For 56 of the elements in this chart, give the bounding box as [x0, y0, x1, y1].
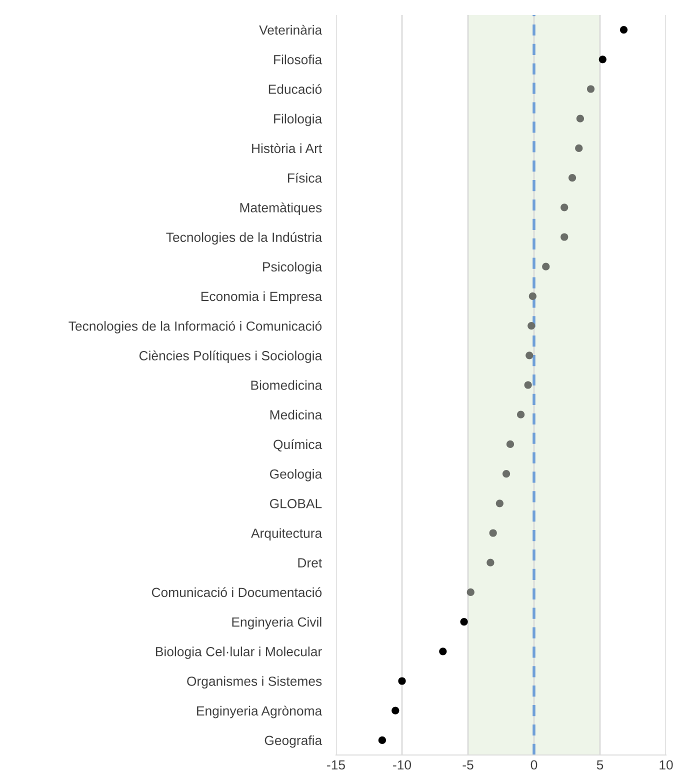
point — [398, 677, 406, 685]
point — [576, 114, 584, 122]
point — [439, 648, 447, 656]
y-tick-label: Comunicació i Documentació — [152, 587, 322, 598]
point — [568, 174, 576, 182]
y-tick-label: Medicina — [270, 410, 322, 420]
y-tick-label: Geologia — [270, 469, 322, 482]
y-tick-label: Organismes i Sistemes — [187, 676, 322, 689]
y-tick-label: GLOBAL — [270, 498, 322, 508]
y-tick-label: Educació — [268, 84, 322, 94]
x-tick-label: -10 — [393, 760, 412, 770]
point — [502, 470, 510, 478]
point — [542, 262, 550, 270]
point — [560, 204, 568, 212]
y-tick-label: Tecnologies de la Informació i Comunicació — [68, 320, 322, 334]
y-tick-label: Arquitectura — [251, 528, 322, 541]
y-tick-label: Geografia — [264, 735, 322, 748]
y-tick-label: Filologia — [274, 114, 322, 126]
point — [392, 706, 400, 714]
y-tick-label: Filosofia — [274, 54, 322, 64]
y-tick-label: Tecnologies de la Indústria — [166, 232, 322, 245]
y-tick-label: Física — [288, 172, 322, 183]
y-tick-label: Ciències Polítiques i Sociologia — [139, 350, 322, 363]
point — [489, 529, 497, 537]
point — [526, 352, 534, 360]
y-tick-label: Biologia Cel·lular i Molecular — [156, 646, 322, 659]
point — [516, 410, 525, 418]
y-tick-label: Enginyeria Agrònoma — [197, 706, 322, 718]
y-tick-label: Economia i Empresa — [201, 291, 322, 304]
point — [575, 144, 583, 152]
point — [378, 736, 386, 744]
y-tick-label: Biomedicina — [251, 380, 322, 390]
point — [560, 233, 568, 241]
x-tick-label: -5 — [462, 760, 474, 770]
y-tick-label: Psicologia — [263, 262, 322, 274]
y-tick-label: Història i Art — [252, 143, 322, 154]
point — [620, 26, 628, 34]
point — [528, 292, 536, 300]
y-tick-label: Dret — [298, 558, 322, 568]
x-tick-label: 10 — [660, 760, 673, 770]
x-tick-label: 0 — [530, 760, 538, 770]
point — [598, 56, 606, 64]
y-tick-label: Química — [274, 439, 322, 452]
x-tick-label: 5 — [596, 760, 604, 770]
y-tick-label: Veterinària — [259, 24, 322, 35]
point — [528, 322, 536, 330]
point — [486, 558, 494, 566]
y-tick-label: Matemàtiques — [240, 202, 322, 215]
point — [586, 85, 595, 93]
point — [496, 500, 504, 508]
point — [506, 440, 514, 448]
point — [466, 588, 474, 596]
point — [524, 381, 532, 389]
x-tick-label: -15 — [327, 760, 345, 770]
point — [460, 618, 468, 626]
y-tick-label: Enginyeria Civil — [232, 617, 322, 630]
